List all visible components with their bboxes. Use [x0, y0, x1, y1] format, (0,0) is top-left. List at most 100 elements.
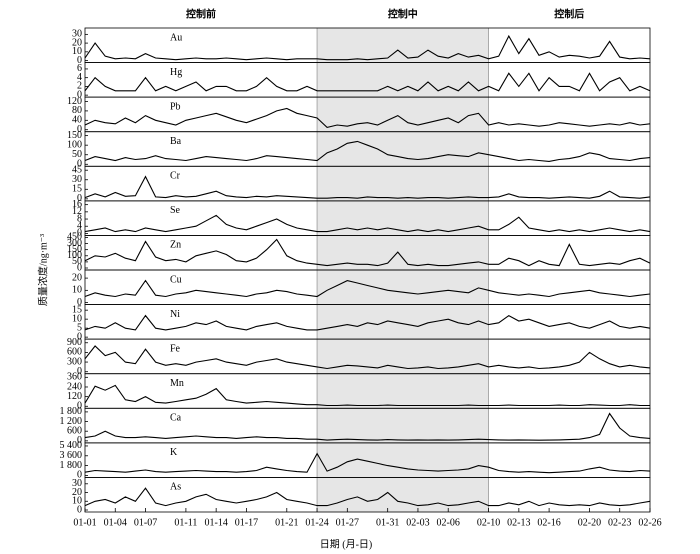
y-axis-label: 质量浓度/ng·m⁻³ [36, 234, 49, 306]
series-line [84, 238, 651, 267]
series-line [84, 487, 651, 507]
y-tick-label: 50 [72, 256, 82, 267]
y-tick-label: 0 [77, 55, 82, 66]
y-tick-label: 40 [72, 115, 82, 126]
panel-label: Cr [170, 171, 181, 182]
y-tick-label: 0 [77, 124, 82, 135]
y-tick-label: 1 200 [60, 416, 83, 427]
panel-frame [84, 477, 651, 513]
series-line [84, 412, 651, 441]
y-tick-label: 1 800 [60, 406, 83, 417]
y-tick-label: 20 [72, 272, 82, 283]
y-tick-label: 10 [72, 285, 82, 296]
x-tick-label: 01-04 [104, 517, 127, 528]
y-tick-label: 10 [72, 313, 82, 324]
series-line [84, 345, 651, 370]
x-tick-label: 02-10 [477, 517, 500, 528]
y-tick-label: 4 [77, 221, 82, 232]
panel-label: Pb [170, 101, 181, 112]
x-tick-label: 02-03 [406, 517, 429, 528]
y-tick-label: 5 [77, 322, 82, 333]
panel-label: As [170, 482, 181, 493]
y-tick-label: 50 [72, 149, 82, 160]
y-tick-label: 45 [72, 164, 82, 175]
y-tick-label: 30 [72, 478, 82, 489]
y-tick-label: 150 [67, 130, 82, 141]
y-tick-label: 30 [72, 29, 82, 40]
y-tick-label: 0 [77, 435, 82, 446]
x-tick-label: 02-13 [507, 517, 530, 528]
y-tick-label: 0 [77, 401, 82, 412]
y-tick-label: 300 [67, 356, 82, 367]
x-tick-label: 01-11 [174, 517, 197, 528]
panel-label: Zn [170, 240, 181, 251]
y-tick-label: 2 [77, 81, 82, 92]
x-tick-label: 02-23 [608, 517, 631, 528]
series-line [84, 140, 651, 162]
y-tick-label: 600 [67, 347, 82, 358]
period-label: 控制后 [554, 7, 584, 20]
period-label: 控制中 [388, 7, 418, 20]
panel-label: Ni [170, 309, 180, 320]
panel-label: K [170, 447, 178, 458]
series-line [84, 452, 651, 474]
panel-label: Cu [170, 274, 182, 285]
y-tick-label: 1 800 [60, 460, 83, 471]
x-tick-label: 02-20 [578, 517, 601, 528]
y-tick-label: 900 [67, 337, 82, 348]
y-tick-label: 0 [77, 331, 82, 342]
y-tick-label: 5 400 [60, 440, 83, 451]
y-tick-label: 4 [77, 72, 82, 83]
x-axis-label: 日期 (月-日) [320, 538, 373, 550]
y-tick-label: 100 [67, 250, 82, 261]
y-tick-label: 3 600 [60, 450, 83, 461]
y-tick-label: 10 [72, 496, 82, 507]
x-tick-label: 01-21 [275, 517, 298, 528]
x-tick-label: 01-24 [305, 517, 328, 528]
x-tick-label: 01-17 [235, 517, 258, 528]
y-tick-label: 600 [67, 425, 82, 436]
y-tick-label: 0 [77, 366, 82, 377]
series-line [84, 72, 651, 92]
series-line [84, 214, 651, 233]
x-tick-label: 02-06 [437, 517, 460, 528]
y-tick-label: 8 [77, 213, 82, 224]
y-tick-label: 20 [72, 37, 82, 48]
panel-label: Hg [170, 67, 182, 78]
y-tick-label: 120 [67, 391, 82, 402]
y-tick-label: 6 [77, 63, 82, 74]
y-tick-label: 10 [72, 46, 82, 57]
series-line [84, 384, 650, 407]
x-tick-label: 02-16 [537, 517, 560, 528]
series-line [84, 107, 651, 129]
x-tick-label: 01-07 [134, 517, 157, 528]
y-tick-label: 0 [77, 228, 82, 239]
series-line [84, 279, 651, 298]
series-line [84, 314, 651, 331]
y-tick-label: 15 [72, 184, 82, 195]
panel-label: Fe [170, 343, 181, 354]
x-tick-label: 01-14 [204, 517, 227, 528]
y-tick-label: 0 [77, 159, 82, 170]
y-tick-label: 120 [67, 96, 82, 107]
y-tick-label: 240 [67, 381, 82, 392]
y-tick-label: 450 [67, 232, 82, 243]
series-line [84, 175, 651, 199]
y-tick-label: 0 [77, 193, 82, 204]
x-tick-label: 01-27 [336, 517, 359, 528]
x-tick-label: 02-26 [638, 517, 661, 528]
y-tick-label: 300 [67, 238, 82, 249]
y-tick-label: 0 [77, 470, 82, 481]
period-label: 控制前 [186, 7, 216, 20]
series-line [84, 34, 651, 61]
panel-label: Ca [170, 413, 182, 424]
y-tick-label: 0 [77, 89, 82, 100]
panel-label: Ba [170, 136, 182, 147]
y-tick-label: 0 [77, 262, 82, 273]
y-tick-label: 30 [72, 174, 82, 185]
y-tick-label: 150 [67, 244, 82, 255]
y-tick-label: 0 [77, 504, 82, 515]
y-tick-label: 100 [67, 139, 82, 150]
y-tick-label: 12 [72, 206, 82, 217]
